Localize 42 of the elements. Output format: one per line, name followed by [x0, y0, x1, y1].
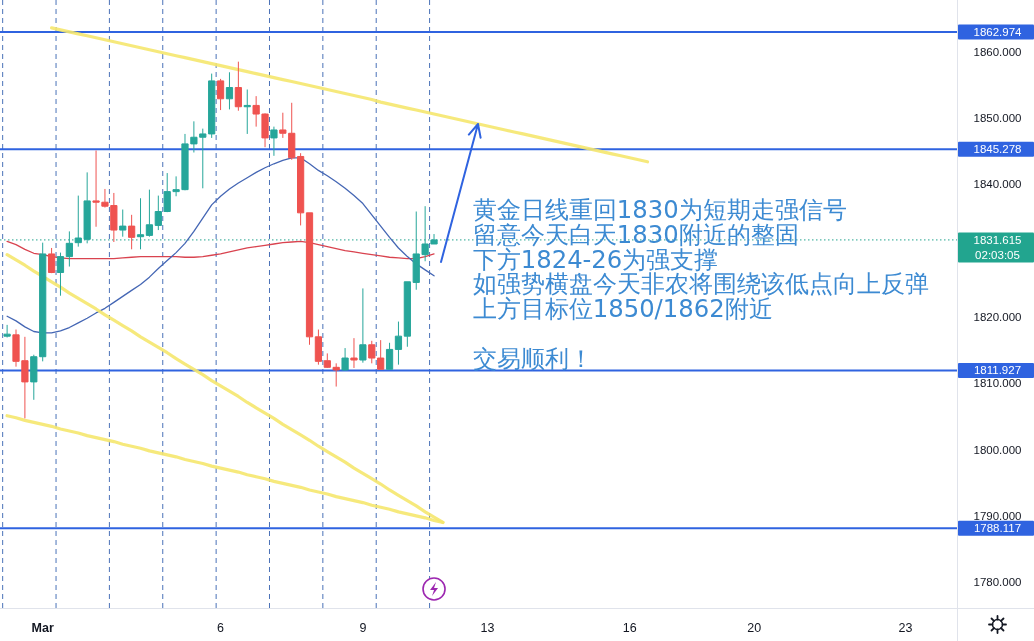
y-tick-label: 1850.000 [973, 112, 1022, 125]
ref-line-label: 1788.117 [973, 522, 1022, 535]
candlestick [385, 342, 394, 370]
y-tick-label: 1780.000 [973, 576, 1022, 589]
candlestick [128, 214, 136, 250]
x-tick-label: 20 [747, 621, 762, 635]
candlestick [145, 189, 154, 238]
annotation: 交易顺利！ [472, 343, 593, 373]
candlestick [56, 252, 65, 297]
line-series [6, 240, 435, 260]
candlestick [359, 287, 367, 364]
candlestick [350, 337, 358, 369]
y-tick-label: 1800.000 [973, 443, 1022, 456]
ref-line-label: 1862.974 [973, 26, 1023, 38]
x-tick-label: 13 [480, 621, 495, 635]
y-tick-label: 1820.000 [973, 310, 1022, 323]
line-series [49, 26, 650, 164]
y-tick-label: 1790.000 [973, 509, 1022, 522]
y-tick-label: 1860.000 [973, 45, 1022, 58]
y-tick-label: 1840.000 [973, 178, 1022, 191]
candlestick [341, 347, 349, 372]
x-tick-label: 23 [898, 621, 913, 635]
y-tick-label: 1810.000 [973, 377, 1022, 390]
candlestick [314, 329, 323, 366]
candlestick [305, 212, 314, 346]
candlestick [234, 61, 242, 112]
candlestick [394, 321, 403, 366]
candlestick [3, 324, 11, 338]
x-tick-label: 9 [359, 621, 367, 635]
ref-line-label: 1811.927 [973, 364, 1022, 377]
ref-line-label: 1845.278 [973, 143, 1022, 156]
candlestick [119, 209, 127, 238]
candlestick [270, 126, 278, 157]
candlestick [225, 71, 234, 110]
x-tick-label: Mar [31, 621, 54, 635]
candlestick [47, 247, 56, 274]
candlestick [243, 89, 251, 135]
candlestick [216, 78, 225, 111]
candlestick [297, 152, 305, 226]
x-tick-label: 16 [622, 621, 637, 635]
ref-line-label: 1831.615 02:03:05 [973, 233, 1022, 261]
x-tick-label: 6 [217, 621, 225, 635]
